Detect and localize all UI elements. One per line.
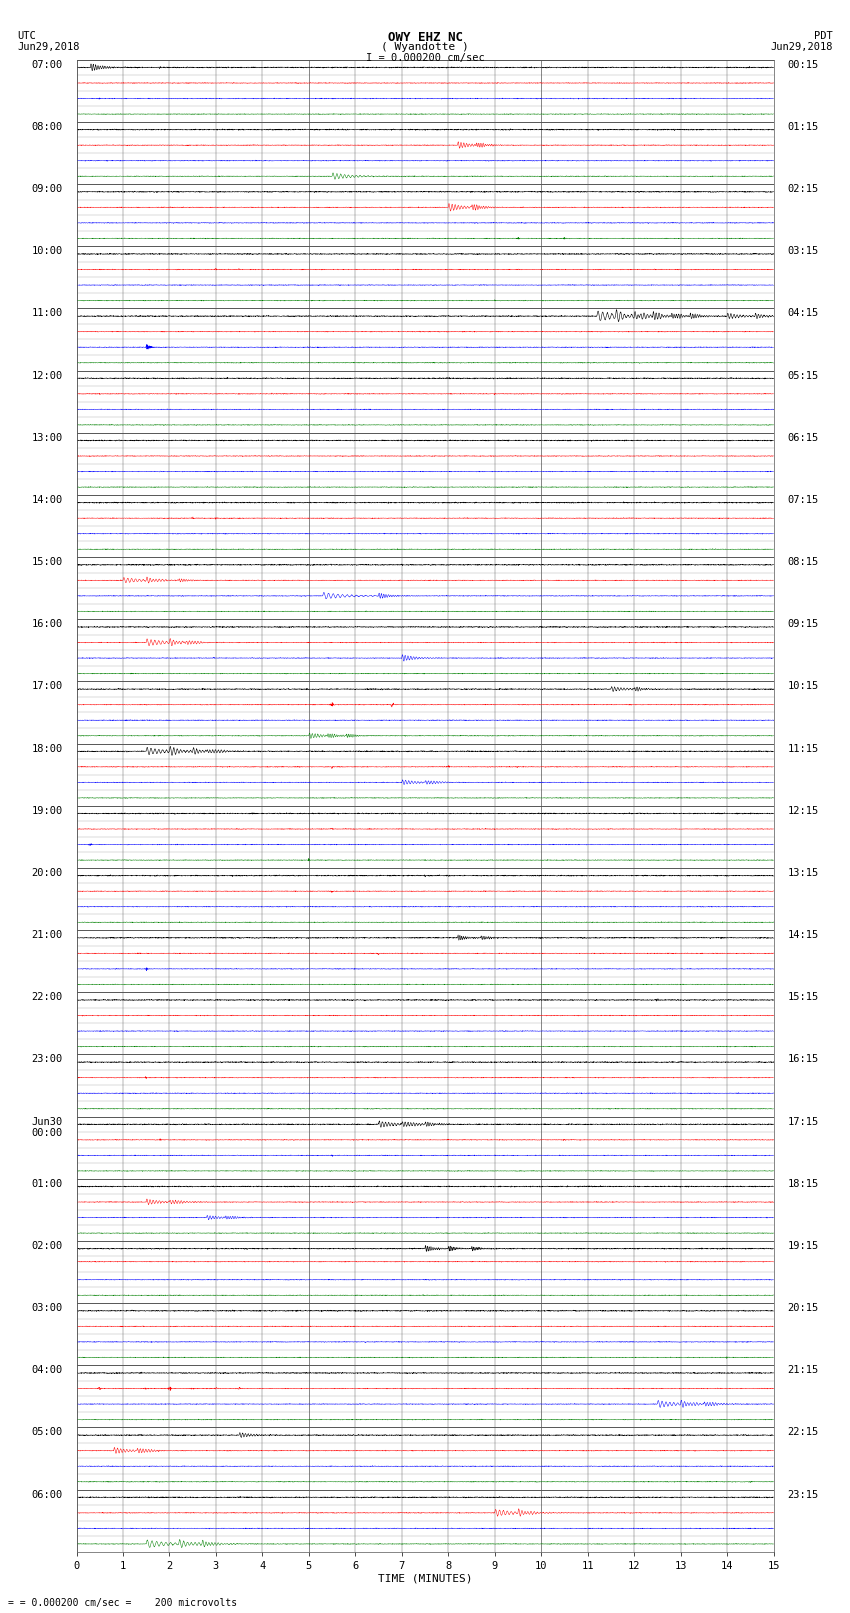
Text: Jun29,2018: Jun29,2018 bbox=[770, 42, 833, 52]
Text: 06:15: 06:15 bbox=[787, 432, 819, 442]
Text: 02:15: 02:15 bbox=[787, 184, 819, 194]
Text: 21:15: 21:15 bbox=[787, 1365, 819, 1376]
Text: = = 0.000200 cm/sec =    200 microvolts: = = 0.000200 cm/sec = 200 microvolts bbox=[8, 1598, 238, 1608]
Text: 21:00: 21:00 bbox=[31, 931, 63, 940]
Text: 19:00: 19:00 bbox=[31, 806, 63, 816]
Text: 05:15: 05:15 bbox=[787, 371, 819, 381]
Text: 03:00: 03:00 bbox=[31, 1303, 63, 1313]
Text: 13:00: 13:00 bbox=[31, 432, 63, 442]
Text: 22:00: 22:00 bbox=[31, 992, 63, 1002]
Text: 12:00: 12:00 bbox=[31, 371, 63, 381]
X-axis label: TIME (MINUTES): TIME (MINUTES) bbox=[377, 1574, 473, 1584]
Text: 10:00: 10:00 bbox=[31, 247, 63, 256]
Text: 15:00: 15:00 bbox=[31, 556, 63, 568]
Text: Jun29,2018: Jun29,2018 bbox=[17, 42, 80, 52]
Text: 07:15: 07:15 bbox=[787, 495, 819, 505]
Text: 23:15: 23:15 bbox=[787, 1489, 819, 1500]
Text: 20:15: 20:15 bbox=[787, 1303, 819, 1313]
Text: 23:00: 23:00 bbox=[31, 1055, 63, 1065]
Text: 01:00: 01:00 bbox=[31, 1179, 63, 1189]
Text: 18:15: 18:15 bbox=[787, 1179, 819, 1189]
Text: 08:00: 08:00 bbox=[31, 123, 63, 132]
Text: 08:15: 08:15 bbox=[787, 556, 819, 568]
Text: 03:15: 03:15 bbox=[787, 247, 819, 256]
Text: I = 0.000200 cm/sec: I = 0.000200 cm/sec bbox=[366, 53, 484, 63]
Text: ( Wyandotte ): ( Wyandotte ) bbox=[381, 42, 469, 52]
Text: 00:15: 00:15 bbox=[787, 60, 819, 69]
Text: 10:15: 10:15 bbox=[787, 681, 819, 692]
Text: 01:15: 01:15 bbox=[787, 123, 819, 132]
Text: UTC: UTC bbox=[17, 31, 36, 40]
Text: 11:15: 11:15 bbox=[787, 744, 819, 753]
Text: 17:00: 17:00 bbox=[31, 681, 63, 692]
Text: 16:15: 16:15 bbox=[787, 1055, 819, 1065]
Text: 15:15: 15:15 bbox=[787, 992, 819, 1002]
Text: 07:00: 07:00 bbox=[31, 60, 63, 69]
Text: OWY EHZ NC: OWY EHZ NC bbox=[388, 31, 462, 44]
Text: 19:15: 19:15 bbox=[787, 1240, 819, 1250]
Text: 16:00: 16:00 bbox=[31, 619, 63, 629]
Text: 09:00: 09:00 bbox=[31, 184, 63, 194]
Text: 18:00: 18:00 bbox=[31, 744, 63, 753]
Text: 14:00: 14:00 bbox=[31, 495, 63, 505]
Text: PDT: PDT bbox=[814, 31, 833, 40]
Text: Jun30
00:00: Jun30 00:00 bbox=[31, 1116, 63, 1139]
Text: 12:15: 12:15 bbox=[787, 806, 819, 816]
Text: 22:15: 22:15 bbox=[787, 1428, 819, 1437]
Text: 09:15: 09:15 bbox=[787, 619, 819, 629]
Text: 17:15: 17:15 bbox=[787, 1116, 819, 1126]
Text: 04:15: 04:15 bbox=[787, 308, 819, 318]
Text: 04:00: 04:00 bbox=[31, 1365, 63, 1376]
Text: 02:00: 02:00 bbox=[31, 1240, 63, 1250]
Text: 13:15: 13:15 bbox=[787, 868, 819, 877]
Text: 20:00: 20:00 bbox=[31, 868, 63, 877]
Text: 05:00: 05:00 bbox=[31, 1428, 63, 1437]
Text: 06:00: 06:00 bbox=[31, 1489, 63, 1500]
Text: 11:00: 11:00 bbox=[31, 308, 63, 318]
Text: 14:15: 14:15 bbox=[787, 931, 819, 940]
